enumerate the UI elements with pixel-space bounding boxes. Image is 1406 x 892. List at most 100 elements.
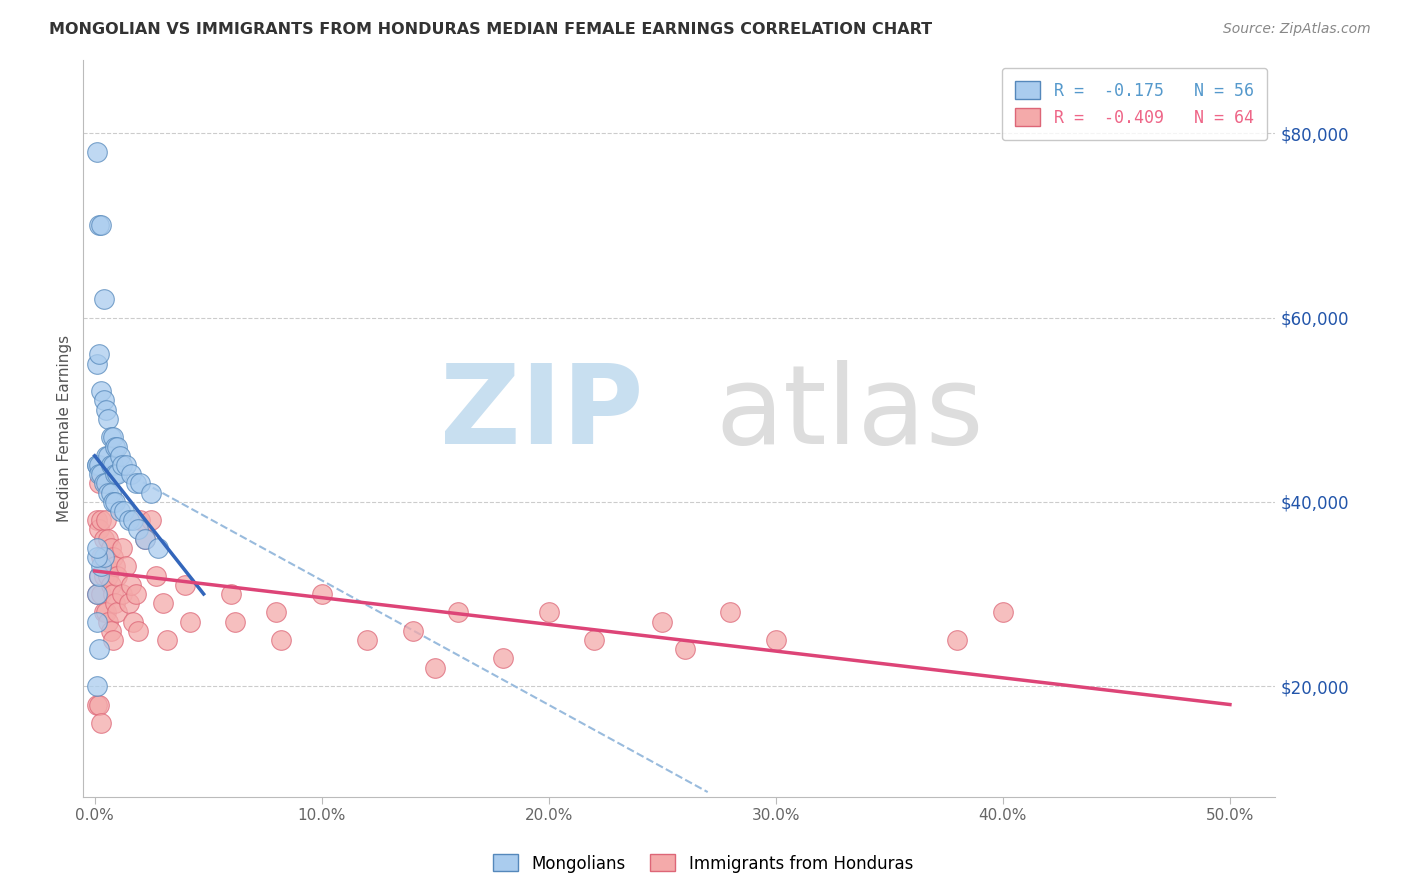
Point xyxy=(120,467,142,482)
Y-axis label: Median Female Earnings: Median Female Earnings xyxy=(58,334,72,522)
Point xyxy=(115,458,138,472)
Point xyxy=(104,559,127,574)
Point xyxy=(141,513,163,527)
Point xyxy=(127,523,149,537)
Point xyxy=(86,458,108,472)
Point xyxy=(89,642,111,657)
Point xyxy=(112,504,135,518)
Point xyxy=(108,449,131,463)
Point xyxy=(105,440,128,454)
Point xyxy=(356,633,378,648)
Point xyxy=(86,550,108,565)
Point xyxy=(97,568,120,582)
Point xyxy=(104,467,127,482)
Point xyxy=(94,606,117,620)
Point xyxy=(111,587,134,601)
Point xyxy=(90,513,112,527)
Point xyxy=(100,430,122,444)
Point xyxy=(93,532,115,546)
Point xyxy=(104,596,127,610)
Point xyxy=(651,615,673,629)
Point xyxy=(100,624,122,638)
Point xyxy=(583,633,606,648)
Point xyxy=(105,606,128,620)
Point xyxy=(111,541,134,555)
Point xyxy=(946,633,969,648)
Point xyxy=(219,587,242,601)
Point xyxy=(120,578,142,592)
Point xyxy=(93,606,115,620)
Point xyxy=(100,458,122,472)
Point xyxy=(89,698,111,712)
Point xyxy=(94,513,117,527)
Point xyxy=(104,495,127,509)
Point xyxy=(134,532,156,546)
Point xyxy=(537,606,560,620)
Point xyxy=(129,513,152,527)
Point xyxy=(93,393,115,408)
Point xyxy=(101,587,124,601)
Point xyxy=(90,384,112,399)
Point xyxy=(127,624,149,638)
Point xyxy=(86,357,108,371)
Point xyxy=(401,624,423,638)
Point xyxy=(101,633,124,648)
Point xyxy=(447,606,470,620)
Point xyxy=(93,550,115,565)
Point xyxy=(101,495,124,509)
Point xyxy=(765,633,787,648)
Point xyxy=(90,559,112,574)
Point xyxy=(991,606,1014,620)
Point xyxy=(179,615,201,629)
Text: atlas: atlas xyxy=(716,359,984,467)
Point xyxy=(100,578,122,592)
Point xyxy=(90,219,112,233)
Point xyxy=(86,587,108,601)
Point xyxy=(311,587,333,601)
Point xyxy=(118,596,141,610)
Point xyxy=(115,559,138,574)
Point xyxy=(425,661,447,675)
Point xyxy=(89,219,111,233)
Point xyxy=(86,698,108,712)
Point xyxy=(86,817,108,831)
Legend: Mongolians, Immigrants from Honduras: Mongolians, Immigrants from Honduras xyxy=(486,847,920,880)
Point xyxy=(111,458,134,472)
Point xyxy=(94,559,117,574)
Point xyxy=(100,485,122,500)
Point xyxy=(156,633,179,648)
Point xyxy=(89,568,111,582)
Point xyxy=(94,402,117,417)
Point xyxy=(86,587,108,601)
Legend: R =  -0.175   N = 56, R =  -0.409   N = 64: R = -0.175 N = 56, R = -0.409 N = 64 xyxy=(1002,68,1267,140)
Point xyxy=(89,458,111,472)
Point xyxy=(97,485,120,500)
Point xyxy=(97,449,120,463)
Point xyxy=(101,458,124,472)
Point xyxy=(86,541,108,555)
Point xyxy=(89,523,111,537)
Point xyxy=(86,679,108,693)
Point xyxy=(100,541,122,555)
Point xyxy=(90,467,112,482)
Point xyxy=(105,467,128,482)
Text: Source: ZipAtlas.com: Source: ZipAtlas.com xyxy=(1223,22,1371,37)
Point xyxy=(97,615,120,629)
Point xyxy=(129,476,152,491)
Point xyxy=(134,532,156,546)
Text: MONGOLIAN VS IMMIGRANTS FROM HONDURAS MEDIAN FEMALE EARNINGS CORRELATION CHART: MONGOLIAN VS IMMIGRANTS FROM HONDURAS ME… xyxy=(49,22,932,37)
Point xyxy=(148,541,170,555)
Point xyxy=(124,476,146,491)
Point xyxy=(89,476,111,491)
Point xyxy=(86,145,108,159)
Point xyxy=(86,615,108,629)
Point xyxy=(124,587,146,601)
Point xyxy=(673,642,696,657)
Point xyxy=(122,615,145,629)
Point xyxy=(86,513,108,527)
Point xyxy=(94,449,117,463)
Point xyxy=(86,458,108,472)
Point xyxy=(90,550,112,565)
Point xyxy=(97,532,120,546)
Point xyxy=(266,606,288,620)
